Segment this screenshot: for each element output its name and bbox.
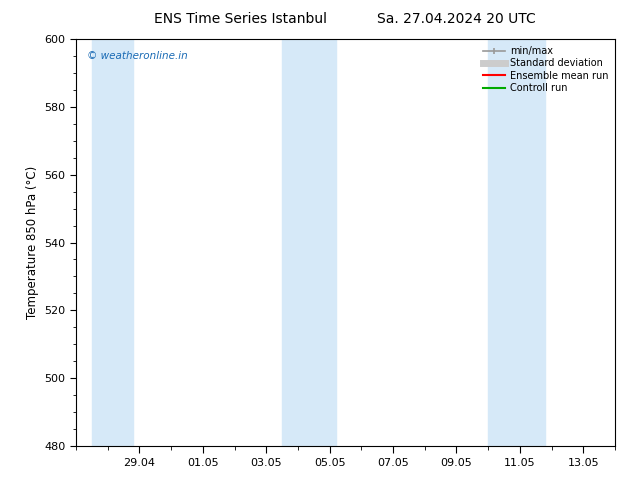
Bar (92, 39, 133, 446)
Legend: min/max, Standard deviation, Ensemble mean run, Controll run: min/max, Standard deviation, Ensemble me… (481, 44, 610, 95)
Bar (282, 39, 336, 446)
Text: ENS Time Series Istanbul: ENS Time Series Istanbul (155, 12, 327, 26)
Y-axis label: Temperature 850 hPa (°C): Temperature 850 hPa (°C) (26, 166, 39, 319)
Text: © weatheronline.in: © weatheronline.in (87, 51, 188, 61)
Text: Sa. 27.04.2024 20 UTC: Sa. 27.04.2024 20 UTC (377, 12, 536, 26)
Bar (488, 39, 545, 446)
